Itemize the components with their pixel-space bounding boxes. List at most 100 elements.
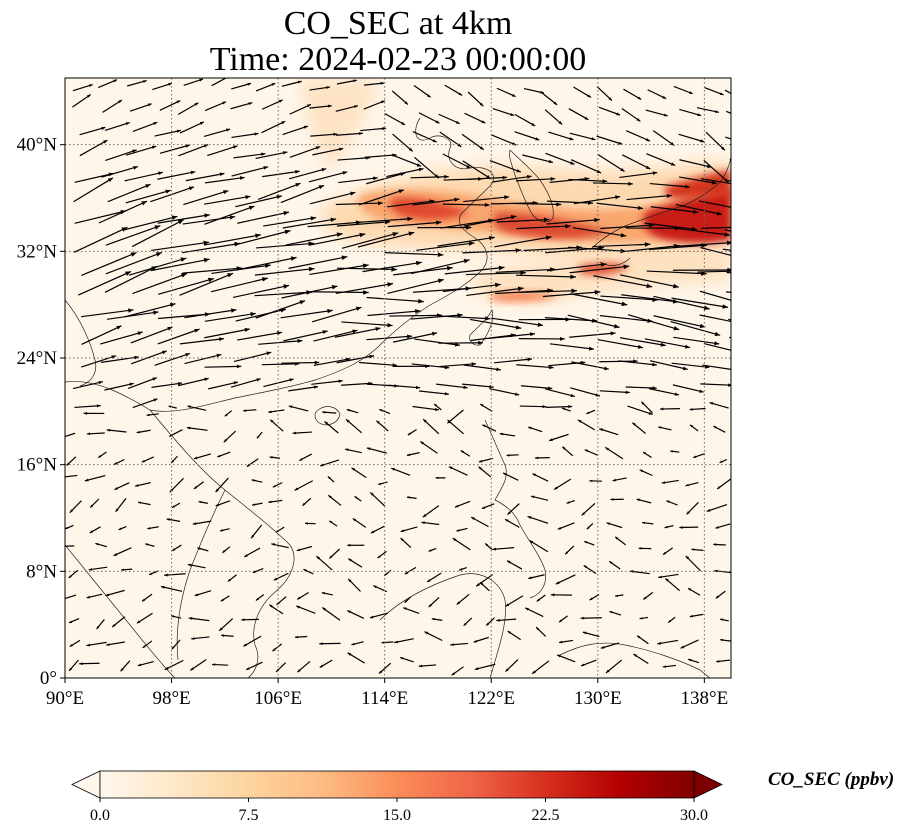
wind-arrow-head xyxy=(167,326,173,331)
wind-arrow-head xyxy=(69,620,73,623)
wind-arrow-head xyxy=(303,125,308,129)
wind-arrow-head xyxy=(113,462,118,465)
wind-arrow-shaft xyxy=(234,230,291,246)
wind-arrow-head xyxy=(387,323,393,328)
wind-arrow-head xyxy=(88,567,93,571)
wind-arrow-head xyxy=(362,263,369,269)
wind-arrow-head xyxy=(316,556,320,560)
wind-arrow-shaft xyxy=(545,388,576,398)
wind-arrow-shaft xyxy=(334,327,381,338)
wind-arrow-head xyxy=(118,100,122,104)
wind-arrow-shaft xyxy=(596,202,644,210)
wind-arrow-shaft xyxy=(701,226,731,229)
wind-arrow-head xyxy=(233,145,238,149)
wind-arrow-head xyxy=(112,623,116,628)
wind-arrow-head xyxy=(66,462,70,466)
colorbar-tick-label: 30.0 xyxy=(680,807,708,824)
lat-axis-ticks: 0° 8°N 16°N 24°N 32°N 40°N xyxy=(17,135,65,689)
wind-arrow-head xyxy=(668,619,672,623)
wind-arrow-shaft xyxy=(235,195,282,208)
wind-arrow-shaft xyxy=(516,274,576,278)
wind-arrow-head xyxy=(549,438,553,441)
wind-arrow-head xyxy=(432,139,437,143)
wind-arrow-shaft xyxy=(164,573,186,576)
wind-arrow-head xyxy=(716,660,720,663)
wind-arrow-head xyxy=(454,197,460,202)
wind-arrow-shaft xyxy=(494,236,552,248)
wind-arrow-shaft xyxy=(204,205,255,225)
wind-arrow-shaft xyxy=(132,272,188,295)
wind-arrow-head xyxy=(61,476,64,479)
wind-arrow-head xyxy=(153,122,158,126)
wind-arrow-shaft xyxy=(65,432,76,438)
wind-arrow-head xyxy=(602,179,608,184)
wind-arrow-head xyxy=(296,605,300,609)
wind-arrow-head xyxy=(636,498,640,502)
wind-arrow-shaft xyxy=(127,377,158,390)
wind-arrow-head xyxy=(535,456,539,460)
wind-arrow-head xyxy=(198,500,202,504)
wind-arrow-head xyxy=(726,240,731,246)
wind-arrow-head xyxy=(561,407,565,411)
wind-arrow-shaft xyxy=(569,265,630,274)
wind-arrow-head xyxy=(498,265,505,271)
wind-arrow-head xyxy=(96,625,100,629)
wind-arrow-head xyxy=(177,381,183,386)
wind-arrow-head xyxy=(722,304,729,309)
wind-arrow-head xyxy=(699,389,704,393)
wind-arrow-shaft xyxy=(360,218,413,223)
wind-arrow-shaft xyxy=(488,333,535,340)
wind-arrow-shaft xyxy=(384,113,406,126)
wind-arrow-head xyxy=(188,617,193,620)
wind-arrow-head xyxy=(451,672,455,676)
wind-arrow-shaft xyxy=(360,127,387,132)
wind-arrow-head xyxy=(481,506,486,509)
wind-arrow-shaft xyxy=(652,130,675,147)
wind-arrow-shaft xyxy=(412,405,439,411)
wind-arrow-head xyxy=(446,265,453,271)
wind-arrow-head xyxy=(423,419,427,423)
wind-arrow-shaft xyxy=(188,617,210,622)
wind-arrow-shaft xyxy=(675,203,723,216)
wind-arrow-shaft xyxy=(547,200,593,204)
colorbar: 0.0 7.5 15.0 22.5 30.0 xyxy=(71,770,723,824)
wind-arrow-head xyxy=(633,654,637,657)
wind-arrow-head xyxy=(319,642,323,646)
wind-arrow-head xyxy=(164,666,169,670)
wind-arrow-shaft xyxy=(518,290,578,294)
wind-arrow-head xyxy=(502,175,508,180)
wind-arrow-head xyxy=(355,306,362,311)
wind-arrow-head xyxy=(153,398,158,402)
wind-arrow-head xyxy=(154,225,161,230)
wind-arrow-head xyxy=(376,420,380,424)
wind-arrow-head xyxy=(403,607,407,611)
wind-arrow-shaft xyxy=(492,547,515,550)
wind-arrow-head xyxy=(261,152,266,156)
colorbar-tick-label: 0.0 xyxy=(90,807,110,824)
wind-arrow-shaft xyxy=(164,659,184,671)
wind-arrow-shaft xyxy=(261,99,283,110)
wind-arrow-shaft xyxy=(362,261,422,273)
wind-arrow-head xyxy=(375,327,381,332)
colorbar-gradient xyxy=(99,770,695,799)
wind-arrow-shaft xyxy=(105,225,161,246)
wind-arrow-head xyxy=(315,146,321,150)
wind-arrow-shaft xyxy=(159,144,191,154)
wind-arrow-head xyxy=(693,209,699,214)
wind-arrow-head xyxy=(256,435,260,439)
wind-arrow-head xyxy=(363,290,369,295)
wind-arrow-shaft xyxy=(597,154,625,173)
wind-arrow-head xyxy=(479,146,484,150)
wind-arrow-head xyxy=(750,225,755,229)
wind-arrow-head xyxy=(494,282,501,288)
wind-arrow-head xyxy=(188,186,195,191)
co-plume-mid xyxy=(358,189,731,242)
wind-arrow-head xyxy=(245,195,251,200)
wind-arrow-head xyxy=(153,310,159,315)
wind-arrow-head xyxy=(221,634,225,637)
wind-arrow-shaft xyxy=(439,363,477,368)
colorbar-tick-label: 22.5 xyxy=(532,807,560,824)
wind-arrow-shaft xyxy=(150,186,195,203)
wind-arrow-head xyxy=(484,202,490,208)
